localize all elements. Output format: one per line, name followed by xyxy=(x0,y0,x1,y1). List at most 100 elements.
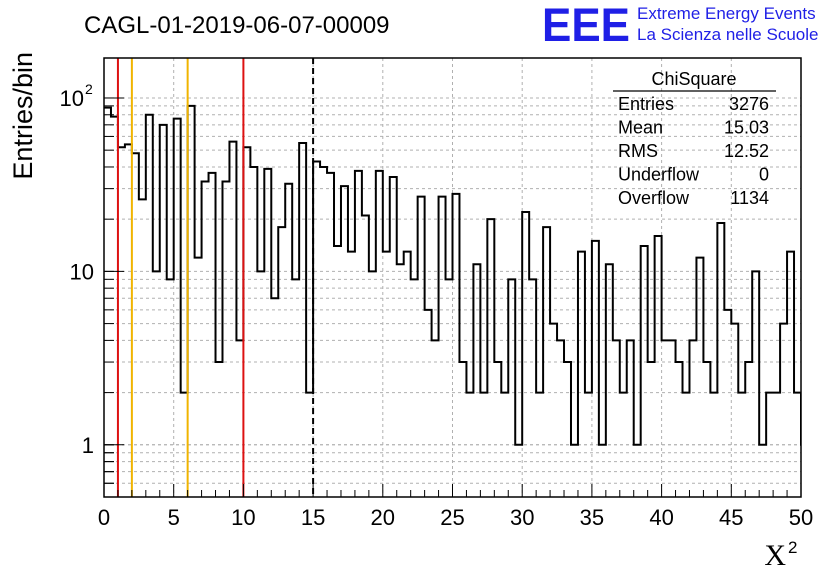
histogram-bin xyxy=(369,271,376,497)
stats-row-value: 3276 xyxy=(729,94,769,114)
x-tick-label: 15 xyxy=(301,505,325,530)
histogram-bin xyxy=(271,298,278,497)
histogram-bin xyxy=(320,167,327,497)
histogram-bin xyxy=(676,362,683,497)
histogram-bin xyxy=(355,171,362,497)
stats-row-label: Mean xyxy=(618,118,663,138)
x-tick-label: 50 xyxy=(789,505,813,530)
histogram-bin xyxy=(710,393,717,497)
histogram-bin xyxy=(202,181,209,497)
histogram-bin xyxy=(209,173,216,497)
y-tick-label: 10 xyxy=(60,86,84,111)
histogram-bin xyxy=(648,362,655,497)
x-tick-label: 0 xyxy=(98,505,110,530)
histogram-bin xyxy=(480,393,487,497)
histogram-bin xyxy=(160,125,167,497)
histogram-bin xyxy=(543,227,550,497)
x-tick-label: 20 xyxy=(371,505,395,530)
x-tick-label: 30 xyxy=(510,505,534,530)
histogram-bin xyxy=(766,393,773,497)
histogram-bin xyxy=(780,324,787,497)
histogram-bin xyxy=(411,279,418,497)
x-tick-label: 40 xyxy=(649,505,673,530)
histogram-bin xyxy=(585,393,592,497)
histogram-bin xyxy=(446,279,453,497)
histogram-bin xyxy=(348,252,355,497)
histogram-bin xyxy=(550,324,557,497)
histogram-bin xyxy=(571,445,578,497)
histogram-bin xyxy=(397,264,404,497)
histogram-bin xyxy=(439,197,446,497)
run-title: CAGL-01-2019-06-07-00009 xyxy=(84,12,390,39)
histogram-bin xyxy=(362,216,369,497)
stats-row-value: 0 xyxy=(759,165,769,185)
histogram-bin xyxy=(696,258,703,497)
histogram-bin xyxy=(724,310,731,497)
histogram-bin xyxy=(250,167,257,497)
histogram-bin xyxy=(125,144,132,497)
histogram-bin xyxy=(459,362,466,497)
histogram-bin xyxy=(473,264,480,497)
histogram-bin xyxy=(627,340,634,497)
histogram-bin xyxy=(285,184,292,497)
histogram-bin xyxy=(794,393,801,497)
histogram-bin xyxy=(773,393,780,497)
histogram-bin xyxy=(522,212,529,497)
histogram-bin xyxy=(829,310,836,497)
histogram-bin xyxy=(132,153,139,497)
histogram-bin xyxy=(620,393,627,497)
histogram-bin xyxy=(487,219,494,497)
x-axis-title-base: X xyxy=(764,539,786,572)
histogram-bin xyxy=(731,324,738,497)
histogram-bin xyxy=(703,362,710,497)
histogram-bin xyxy=(174,119,181,497)
histogram-bin xyxy=(278,227,285,497)
histogram-bin xyxy=(432,340,439,497)
x-tick-label: 35 xyxy=(580,505,604,530)
histogram-bin xyxy=(613,340,620,497)
histogram-bin xyxy=(564,362,571,497)
histogram-bin xyxy=(466,393,473,497)
histogram-bin xyxy=(257,271,264,497)
histogram-bin xyxy=(557,340,564,497)
histogram-bin xyxy=(111,117,118,497)
histogram-bin xyxy=(669,340,676,497)
histogram-bin xyxy=(153,271,160,497)
histogram-bin xyxy=(745,362,752,497)
histogram-bin xyxy=(592,241,599,497)
histogram-bin xyxy=(808,310,815,497)
histogram-bin xyxy=(815,310,822,497)
histogram-bin xyxy=(327,173,334,497)
histogram-bin xyxy=(104,108,111,497)
x-axis-title: X xyxy=(764,539,786,572)
stats-row-value: 12.52 xyxy=(724,141,769,161)
histogram-bins xyxy=(104,106,836,497)
stats-row-label: RMS xyxy=(618,141,658,161)
eee-logo-line1: Extreme Energy Events xyxy=(637,4,816,23)
histogram-bin xyxy=(195,258,202,497)
histogram-bin xyxy=(181,393,188,497)
eee-logo-mark: EEE xyxy=(542,0,630,51)
y-tick-label: 1 xyxy=(82,433,94,458)
histogram-bin xyxy=(599,445,606,497)
histogram-bin xyxy=(453,194,460,497)
x-tick-label: 25 xyxy=(440,505,464,530)
x-axis-title-superscript: 2 xyxy=(788,538,797,557)
histogram-bin xyxy=(822,362,829,497)
stats-row-label: Entries xyxy=(618,94,674,114)
x-tick-label: 45 xyxy=(719,505,743,530)
histogram-bin xyxy=(306,393,313,497)
eee-logo: EEE Extreme Energy Events La Scienza nel… xyxy=(542,0,818,51)
histogram-bin xyxy=(146,115,153,497)
stats-row-label: Underflow xyxy=(618,165,700,185)
histogram-bin xyxy=(188,106,195,497)
x-tick-label: 10 xyxy=(231,505,255,530)
histogram-bin xyxy=(139,199,146,497)
histogram-bin xyxy=(501,393,508,497)
histogram-bin xyxy=(508,279,515,497)
histogram-bin xyxy=(515,445,522,497)
histogram-bin xyxy=(167,279,174,497)
